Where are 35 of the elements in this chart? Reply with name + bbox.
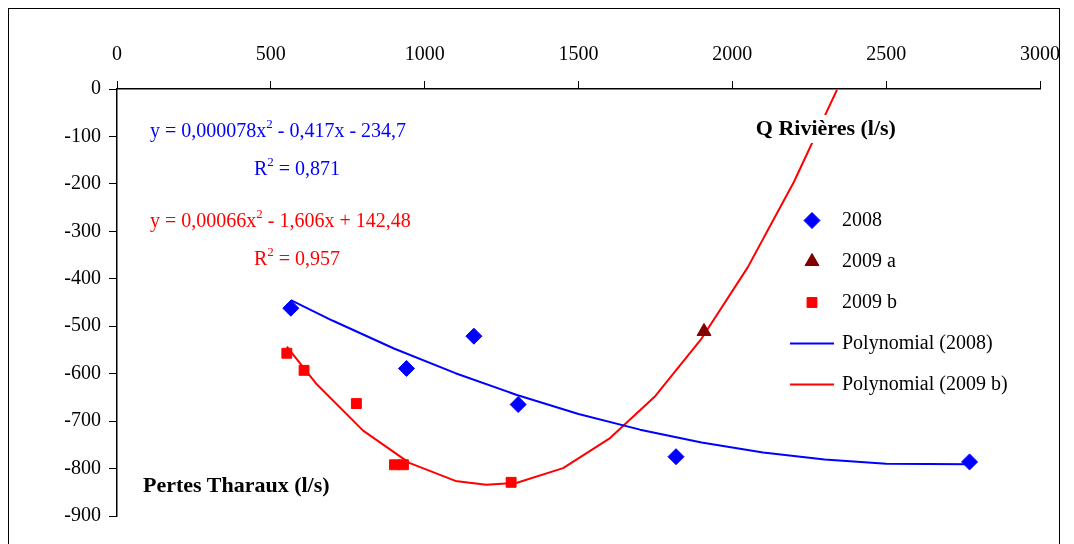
y-tick-label: -600 [64, 360, 101, 383]
point [667, 448, 685, 466]
point [281, 347, 293, 359]
legend-label: 2009 a [842, 248, 896, 271]
x-tick-label: 2000 [712, 42, 753, 65]
x-tick-label: 1500 [558, 42, 599, 65]
y-tick-label: 0 [91, 76, 101, 99]
y-tick-label: -400 [64, 266, 101, 289]
point [961, 453, 979, 471]
point [509, 396, 527, 414]
legend-label: 2008 [842, 207, 882, 230]
x-tick-label: 1000 [404, 42, 445, 65]
y-tick-label: -800 [64, 455, 101, 478]
y-axis-title: Pertes Tharaux (l/s) [143, 472, 330, 497]
point [397, 459, 409, 471]
x-tick-label: 500 [255, 42, 286, 65]
y-tick-label: -900 [64, 503, 101, 526]
x-tick-label: 2500 [866, 42, 907, 65]
point [282, 299, 300, 317]
legend-label: Polynomial (2008) [842, 330, 993, 354]
y-tick-label: -500 [64, 313, 101, 336]
x-tick-label: 3000 [1020, 42, 1060, 65]
y-tick-label: -300 [64, 218, 101, 241]
point [398, 359, 416, 377]
x-tick-label: 0 [112, 42, 122, 65]
point [505, 476, 517, 488]
legend-label: 2009 b [842, 289, 897, 312]
point [465, 327, 483, 345]
y-tick-label: -700 [64, 408, 101, 431]
y-tick-label: -200 [64, 171, 101, 194]
point [298, 364, 310, 376]
legend-label: Polynomial (2009 b) [842, 371, 1008, 395]
point [350, 398, 362, 410]
y-tick-label: -100 [64, 123, 101, 146]
x-axis-title: Q Rivières (l/s) [755, 115, 896, 140]
